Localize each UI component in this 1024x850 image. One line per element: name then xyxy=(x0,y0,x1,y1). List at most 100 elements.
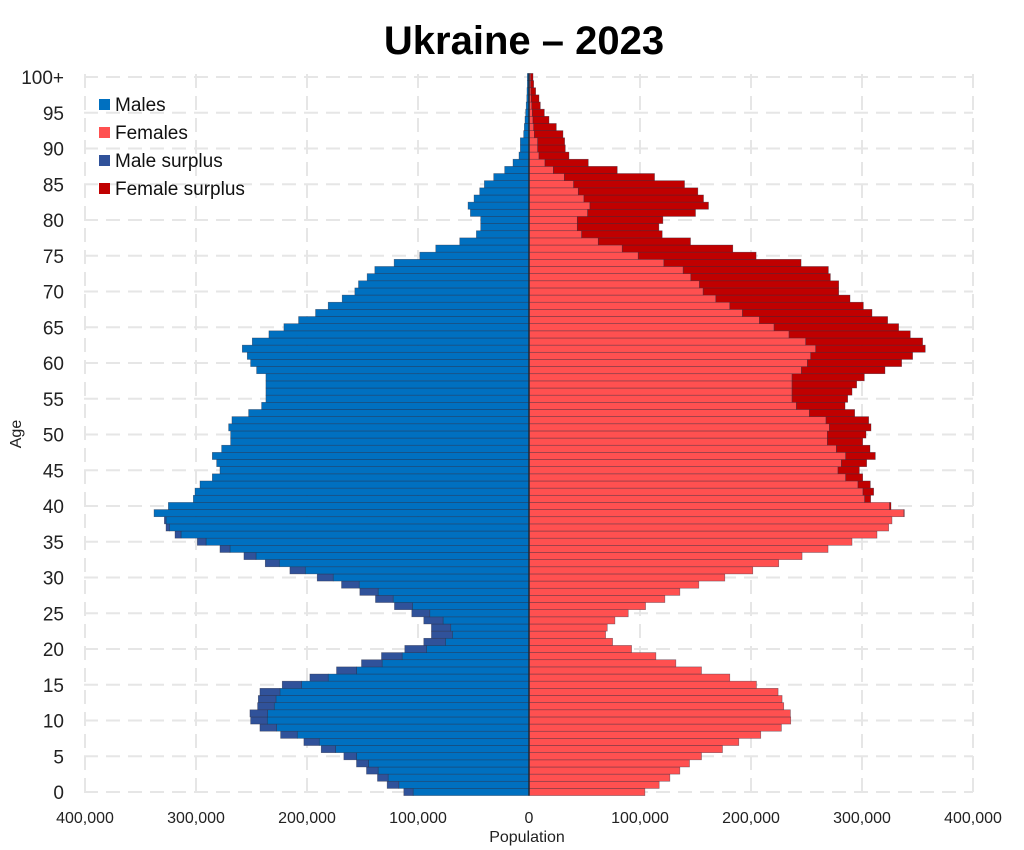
male-bar xyxy=(354,287,530,296)
female-bar xyxy=(528,695,783,703)
female-surplus-bar xyxy=(544,158,589,167)
male-surplus-bar xyxy=(356,759,369,768)
male-bar xyxy=(193,494,530,503)
y-tick-label: 50 xyxy=(43,426,64,447)
male-bar xyxy=(356,752,530,761)
legend-swatch xyxy=(99,99,110,110)
x-axis-label: Population xyxy=(489,829,565,846)
male-bar xyxy=(332,573,530,582)
female-surplus-bar xyxy=(581,230,663,239)
female-surplus-bar xyxy=(576,223,660,232)
male-bar xyxy=(452,630,530,639)
male-bar xyxy=(165,516,530,525)
female-bar xyxy=(528,688,779,696)
y-tick-label: 70 xyxy=(43,283,64,304)
male-bar xyxy=(392,595,530,603)
female-bar xyxy=(528,158,546,167)
male-surplus-bar xyxy=(289,566,306,575)
male-bar xyxy=(256,366,530,375)
male-bar xyxy=(315,309,530,317)
female-surplus-bar xyxy=(791,380,857,389)
male-bar xyxy=(435,244,530,253)
female-bar xyxy=(528,645,632,653)
male-bar xyxy=(304,566,530,575)
male-bar xyxy=(261,402,530,410)
male-bar xyxy=(250,359,530,367)
y-tick-label: 10 xyxy=(43,712,64,733)
male-bar xyxy=(301,680,530,689)
male-surplus-bar xyxy=(316,573,334,582)
male-bar xyxy=(523,130,530,139)
male-surplus-bar xyxy=(303,738,320,746)
female-surplus-bar xyxy=(576,216,664,224)
female-surplus-bar xyxy=(537,137,565,146)
male-bar xyxy=(255,552,530,560)
female-bar xyxy=(528,151,540,160)
female-surplus-bar xyxy=(829,423,872,432)
female-bar xyxy=(528,595,666,603)
female-bar xyxy=(528,230,582,239)
female-bar xyxy=(528,609,629,618)
male-surplus-bar xyxy=(423,637,446,646)
y-tick-label: 75 xyxy=(43,247,64,268)
male-surplus-bar xyxy=(257,695,277,703)
male-bar xyxy=(246,351,530,360)
female-bar xyxy=(528,580,700,589)
female-bar xyxy=(528,637,613,646)
male-bar xyxy=(276,723,530,732)
y-tick-label: 80 xyxy=(43,211,64,232)
female-bar xyxy=(528,659,677,668)
female-bar xyxy=(528,344,817,353)
male-bar xyxy=(493,173,530,181)
female-bar xyxy=(528,487,864,496)
female-bar xyxy=(528,759,690,768)
female-bar xyxy=(528,652,657,661)
female-surplus-bar xyxy=(759,316,888,324)
male-bar xyxy=(265,394,530,403)
male-surplus-bar xyxy=(281,680,302,689)
bars xyxy=(153,73,926,796)
legend: Males Females Male surplus Female surplus xyxy=(99,95,245,200)
female-bar xyxy=(528,788,646,796)
female-surplus-bar xyxy=(827,430,867,439)
male-bar xyxy=(230,437,530,446)
male-bar xyxy=(479,187,530,196)
legend-label: Females xyxy=(115,123,188,144)
female-bar xyxy=(528,473,846,482)
male-bar xyxy=(298,316,530,324)
female-bar xyxy=(528,738,740,746)
female-surplus-bar xyxy=(773,323,899,332)
male-bar xyxy=(169,523,530,532)
male-bar xyxy=(419,251,530,260)
female-bar xyxy=(528,444,837,453)
male-bar xyxy=(484,180,530,189)
female-bar xyxy=(528,280,700,289)
female-surplus-bar xyxy=(841,459,867,467)
male-bar xyxy=(266,716,530,725)
male-bar xyxy=(398,780,530,789)
female-bar xyxy=(528,394,793,403)
female-surplus-bar xyxy=(563,173,655,181)
y-tick-label: 5 xyxy=(53,747,64,768)
female-surplus-bar xyxy=(538,151,570,160)
female-bar xyxy=(528,237,599,246)
male-surplus-bar xyxy=(259,688,281,696)
male-bar xyxy=(265,373,530,382)
female-bar xyxy=(528,452,846,460)
male-surplus-bar xyxy=(431,630,453,639)
female-surplus-bar xyxy=(532,108,545,117)
y-tick-label: 90 xyxy=(43,140,64,161)
female-bar xyxy=(528,208,588,217)
male-bar xyxy=(283,323,530,332)
x-tick-label: 300,000 xyxy=(167,810,225,827)
male-bar xyxy=(429,609,530,618)
female-surplus-bar xyxy=(577,187,699,196)
female-bar xyxy=(528,316,760,324)
male-bar xyxy=(205,537,530,546)
y-axis-ticks: 0 5 10 15 20 25 30 35 40 45 50 55 60 65 70 75 80 85 90 95 10… xyxy=(21,68,64,804)
male-bar xyxy=(194,487,530,496)
female-bar xyxy=(528,359,808,367)
x-axis-ticks: 400,000 300,000 200,000 100,000 0 100,000 200,… xyxy=(56,810,1002,827)
female-surplus-bar xyxy=(597,237,691,246)
female-surplus-bar xyxy=(533,123,557,131)
